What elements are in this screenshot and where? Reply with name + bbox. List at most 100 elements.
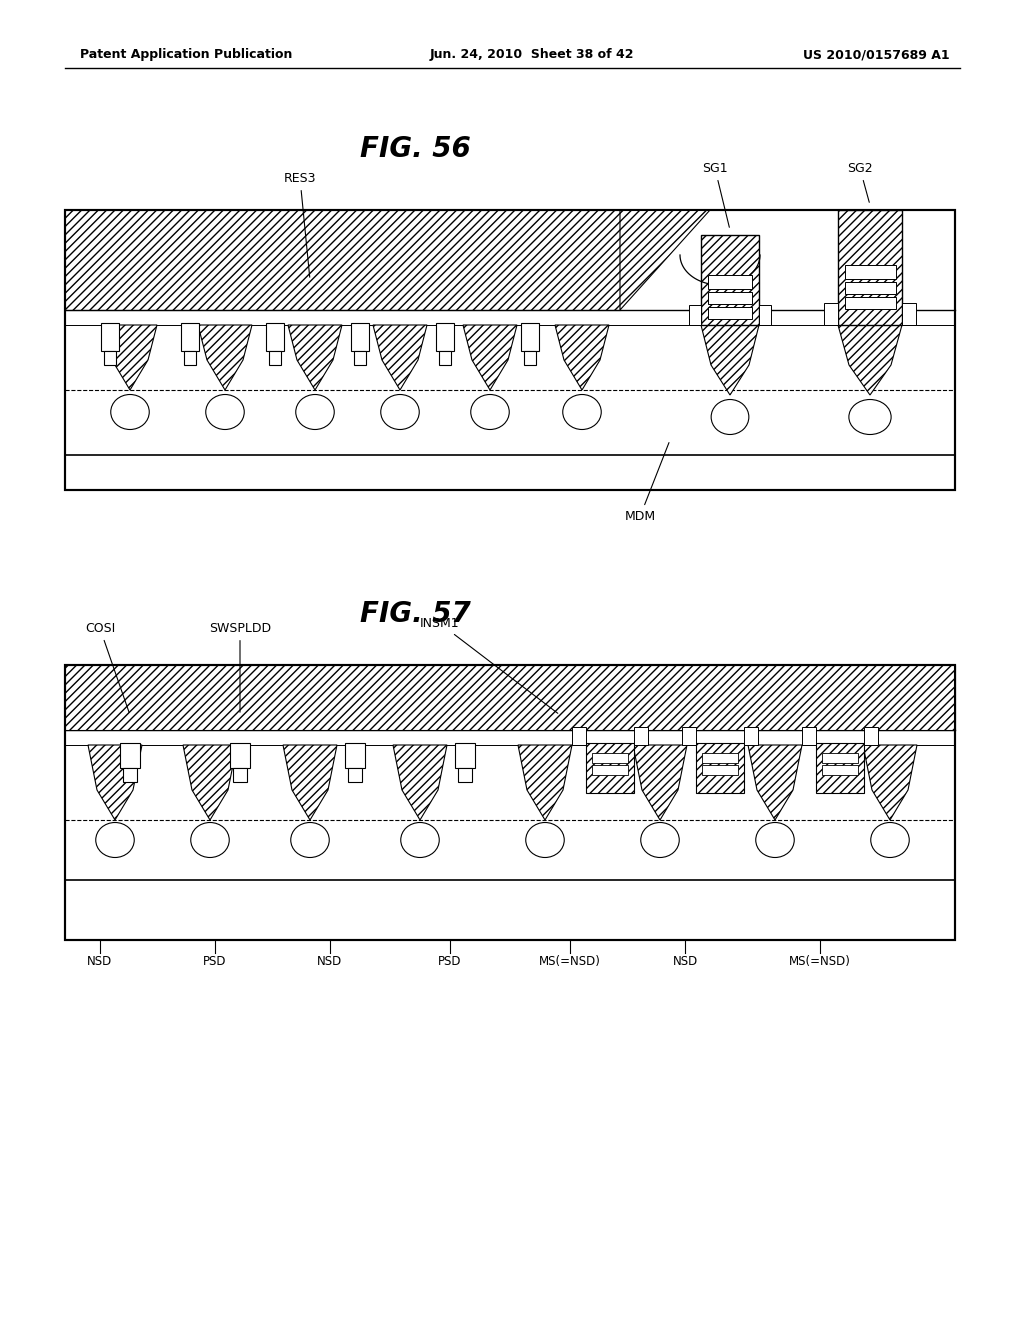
Polygon shape xyxy=(748,744,802,820)
Bar xyxy=(802,727,816,744)
Bar xyxy=(586,743,634,793)
Text: INSM1: INSM1 xyxy=(420,616,558,713)
Text: NSD: NSD xyxy=(317,954,343,968)
Bar xyxy=(65,210,955,490)
Polygon shape xyxy=(183,744,237,820)
Bar xyxy=(702,766,738,775)
Polygon shape xyxy=(283,744,337,820)
Ellipse shape xyxy=(471,395,509,429)
Text: NSD: NSD xyxy=(87,954,113,968)
Bar xyxy=(123,768,137,781)
Bar xyxy=(759,305,771,325)
Polygon shape xyxy=(838,325,902,395)
Bar xyxy=(184,351,196,366)
Polygon shape xyxy=(633,744,687,820)
Ellipse shape xyxy=(96,822,134,858)
Text: PSD: PSD xyxy=(438,954,462,968)
Bar xyxy=(708,275,752,289)
Bar xyxy=(101,323,119,351)
Ellipse shape xyxy=(756,822,795,858)
Polygon shape xyxy=(620,210,710,310)
Bar xyxy=(822,752,858,763)
Bar xyxy=(521,323,539,351)
Bar xyxy=(65,665,955,940)
Bar xyxy=(902,304,916,325)
Text: Patent Application Publication: Patent Application Publication xyxy=(80,48,293,61)
Bar xyxy=(592,766,628,775)
Ellipse shape xyxy=(711,400,749,434)
Bar xyxy=(345,743,365,768)
Ellipse shape xyxy=(111,395,150,429)
Polygon shape xyxy=(701,325,759,395)
Bar xyxy=(845,265,896,279)
Ellipse shape xyxy=(296,395,334,429)
Ellipse shape xyxy=(381,395,419,429)
Polygon shape xyxy=(88,744,142,820)
Text: MS(=NSD): MS(=NSD) xyxy=(790,954,851,968)
Bar xyxy=(455,743,475,768)
Bar xyxy=(266,323,284,351)
Bar xyxy=(634,727,648,744)
Bar xyxy=(230,743,250,768)
Bar xyxy=(348,768,362,781)
Bar xyxy=(864,727,878,744)
Text: Jun. 24, 2010  Sheet 38 of 42: Jun. 24, 2010 Sheet 38 of 42 xyxy=(430,48,635,61)
Bar xyxy=(744,727,758,744)
Text: NSD: NSD xyxy=(673,954,697,968)
Bar xyxy=(682,727,696,744)
Text: MS(=NSD): MS(=NSD) xyxy=(539,954,601,968)
Text: SG1: SG1 xyxy=(702,162,729,227)
Bar xyxy=(65,210,620,310)
Bar xyxy=(65,665,955,940)
Bar xyxy=(572,727,586,744)
Bar xyxy=(351,323,369,351)
Bar xyxy=(592,752,628,763)
Text: SG2: SG2 xyxy=(847,162,872,202)
Polygon shape xyxy=(863,744,918,820)
Ellipse shape xyxy=(206,395,245,429)
Text: FIG. 56: FIG. 56 xyxy=(360,135,471,162)
Text: FIG. 57: FIG. 57 xyxy=(360,601,471,628)
Bar xyxy=(458,768,472,781)
Text: COSI: COSI xyxy=(85,622,129,713)
Text: PSD: PSD xyxy=(203,954,226,968)
Bar xyxy=(354,351,366,366)
Bar xyxy=(439,351,451,366)
Bar xyxy=(689,305,701,325)
Polygon shape xyxy=(198,325,252,389)
Ellipse shape xyxy=(641,822,679,858)
Bar xyxy=(708,308,752,319)
Ellipse shape xyxy=(870,822,909,858)
Ellipse shape xyxy=(190,822,229,858)
Ellipse shape xyxy=(291,822,330,858)
Polygon shape xyxy=(373,325,427,389)
Bar xyxy=(816,743,864,793)
Ellipse shape xyxy=(563,395,601,429)
Bar xyxy=(269,351,281,366)
Text: MDM: MDM xyxy=(625,442,669,523)
Bar xyxy=(702,752,738,763)
Bar xyxy=(104,351,116,366)
Polygon shape xyxy=(518,744,572,820)
Bar xyxy=(701,235,759,325)
Bar xyxy=(845,282,896,294)
Bar xyxy=(65,665,955,730)
Bar xyxy=(436,323,454,351)
Bar xyxy=(65,210,955,490)
Polygon shape xyxy=(463,325,517,389)
Bar xyxy=(696,743,744,793)
Text: SWSPLDD: SWSPLDD xyxy=(209,622,271,713)
Ellipse shape xyxy=(849,400,891,434)
Bar xyxy=(708,292,752,304)
Bar xyxy=(524,351,536,366)
Text: RES3: RES3 xyxy=(284,172,316,277)
Polygon shape xyxy=(288,325,342,389)
Polygon shape xyxy=(393,744,447,820)
Ellipse shape xyxy=(400,822,439,858)
Bar xyxy=(181,323,199,351)
Bar xyxy=(120,743,140,768)
Bar xyxy=(838,210,902,325)
Bar xyxy=(845,297,896,309)
Polygon shape xyxy=(555,325,609,389)
Bar xyxy=(824,304,838,325)
